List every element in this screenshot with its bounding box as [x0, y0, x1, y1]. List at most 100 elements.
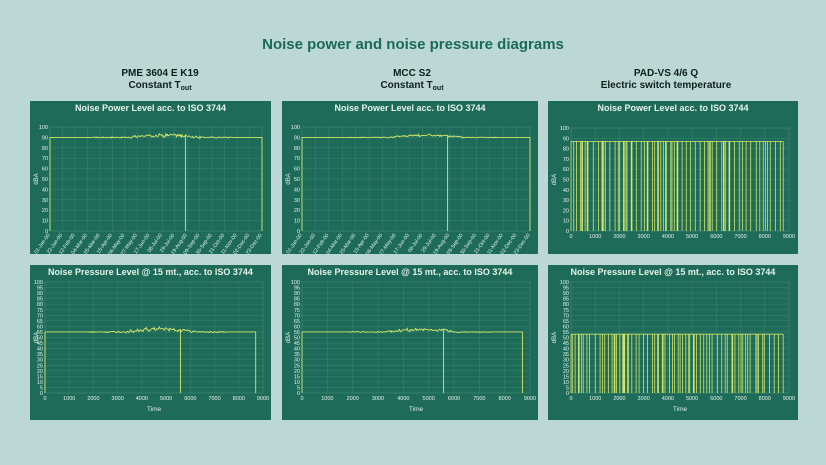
chart-panel-pressure-pme: 0 5 10 15 20 25 30 35 40 45 50 55 60 65 70 75 80 85 90 95 10…	[30, 265, 271, 420]
x-tick-label: 9000	[524, 396, 536, 402]
y-tick-label: 80	[37, 302, 43, 308]
y-tick-label: 55	[294, 330, 300, 336]
y-tick-label: 90	[563, 136, 569, 142]
series-line	[44, 325, 257, 393]
column-header-2: MCC S2 Constant Tout	[282, 68, 542, 95]
y-tick-label: 10	[42, 219, 48, 225]
y-axis-label: dBA	[286, 173, 292, 184]
x-tick-label: 0	[569, 234, 572, 240]
y-tick-label: 30	[563, 358, 569, 364]
y-tick-label: 30	[563, 198, 569, 204]
y-tick-label: 100	[560, 280, 569, 286]
column-subtitle: Electric switch temperature	[600, 80, 732, 91]
chart-panel-power-pme: 0 10 20 30 40 50 60 70 80 90 100 01-Jan-00 22-Jan-00…	[30, 101, 271, 254]
y-tick-label: 40	[563, 347, 569, 353]
x-tick-label: 5000	[160, 396, 172, 402]
y-tick-label: 60	[294, 324, 300, 330]
x-tick-label: 9000	[257, 396, 269, 402]
series-line	[301, 327, 523, 393]
chart-panel-pressure-padvs: 0 5 10 15 20 25 30 35 40 45 50 55 60 65 70 75 80 85 90 95 10…	[548, 265, 798, 420]
y-tick-label: 55	[563, 330, 569, 336]
y-tick-label: 0	[297, 391, 300, 397]
y-tick-label: 20	[42, 208, 48, 214]
y-tick-label: 90	[294, 291, 300, 297]
y-tick-label: 50	[294, 177, 300, 183]
x-tick-label: 4000	[136, 396, 148, 402]
y-tick-label: 5	[566, 385, 569, 391]
chart-svg: 0510152025303540455055606570758085909510…	[34, 280, 269, 413]
y-tick-label: 40	[42, 187, 48, 193]
y-tick-label: 20	[37, 369, 43, 375]
x-tick-label: 4000	[397, 396, 409, 402]
y-tick-label: 5	[40, 385, 43, 391]
x-tick-label: 6000	[184, 396, 196, 402]
x-tick-label: 8000	[759, 234, 771, 240]
y-tick-label: 40	[294, 187, 300, 193]
column-header-1: PME 3604 E K19 Constant Tout	[30, 68, 290, 95]
x-tick-label: 4000	[662, 396, 674, 402]
chart-svg: 010203040506070809010001-Jan-0022-Jan-00…	[285, 125, 531, 254]
chart-panel-power-mcc: 0 10 20 30 40 50 60 70 80 90 100 01-Jan-00 22-Jan-00…	[282, 101, 538, 254]
x-tick-label: 6000	[710, 396, 722, 402]
x-axis-label: Time	[409, 406, 424, 413]
y-tick-label: 100	[560, 126, 569, 132]
y-tick-label: 65	[563, 319, 569, 325]
x-tick-label: 1000	[589, 234, 601, 240]
x-tick-label: 9000	[783, 396, 795, 402]
y-tick-label: 80	[294, 302, 300, 308]
y-tick-label: 10	[563, 219, 569, 225]
x-tick-label: 0	[300, 396, 303, 402]
y-tick-label: 85	[563, 297, 569, 303]
y-tick-label: 75	[563, 308, 569, 314]
y-tick-label: 65	[37, 319, 43, 325]
y-tick-label: 65	[294, 319, 300, 325]
x-tick-label: 3000	[372, 396, 384, 402]
chart-title: Noise Power Level acc. to ISO 3744	[334, 103, 486, 113]
y-tick-label: 35	[37, 352, 43, 358]
column-header-3: PAD-VS 4/6 Q Electric switch temperature	[536, 68, 796, 95]
y-axis-label: dBA	[286, 332, 292, 343]
column-name: PME 3604 E K19	[121, 68, 199, 79]
y-tick-label: 60	[37, 324, 43, 330]
chart-title: Noise Pressure Level @ 15 mt., acc. to I…	[307, 267, 513, 277]
y-tick-label: 20	[563, 208, 569, 214]
y-tick-label: 55	[37, 330, 43, 336]
y-tick-label: 40	[563, 188, 569, 194]
y-tick-label: 70	[563, 313, 569, 319]
y-tick-label: 70	[563, 157, 569, 163]
y-tick-label: 100	[39, 125, 48, 131]
x-tick-label: 7000	[208, 396, 220, 402]
y-tick-label: 45	[294, 341, 300, 347]
y-tick-label: 40	[37, 347, 43, 353]
y-tick-label: 85	[294, 297, 300, 303]
column-name: MCC S2	[393, 68, 431, 79]
page-title: Noise power and noise pressure diagrams	[262, 36, 564, 53]
x-tick-label: 3000	[112, 396, 124, 402]
y-tick-label: 50	[563, 336, 569, 342]
y-tick-label: 30	[42, 198, 48, 204]
chart-title: Noise Pressure Level @ 15 mt., acc. to I…	[570, 267, 776, 277]
y-tick-label: 70	[42, 156, 48, 162]
y-tick-label: 0	[297, 229, 300, 235]
y-tick-label: 95	[37, 286, 43, 292]
x-tick-label: 6000	[448, 396, 460, 402]
y-tick-label: 25	[563, 363, 569, 369]
y-tick-label: 60	[563, 324, 569, 330]
y-tick-label: 10	[37, 380, 43, 386]
y-tick-label: 60	[42, 167, 48, 173]
y-tick-label: 50	[294, 336, 300, 342]
x-tick-label: 0	[43, 396, 46, 402]
y-tick-label: 90	[42, 135, 48, 141]
y-tick-label: 10	[563, 380, 569, 386]
x-tick-label: 7000	[473, 396, 485, 402]
y-tick-label: 15	[294, 374, 300, 380]
x-tick-label: 7000	[734, 396, 746, 402]
x-tick-label: 4000	[662, 234, 674, 240]
y-axis-label: dBA	[552, 332, 558, 343]
y-tick-label: 70	[294, 156, 300, 162]
column-subtitle: Constant Tout	[380, 80, 444, 92]
y-tick-label: 50	[42, 177, 48, 183]
y-tick-label: 85	[37, 297, 43, 303]
y-tick-label: 0	[40, 391, 43, 397]
